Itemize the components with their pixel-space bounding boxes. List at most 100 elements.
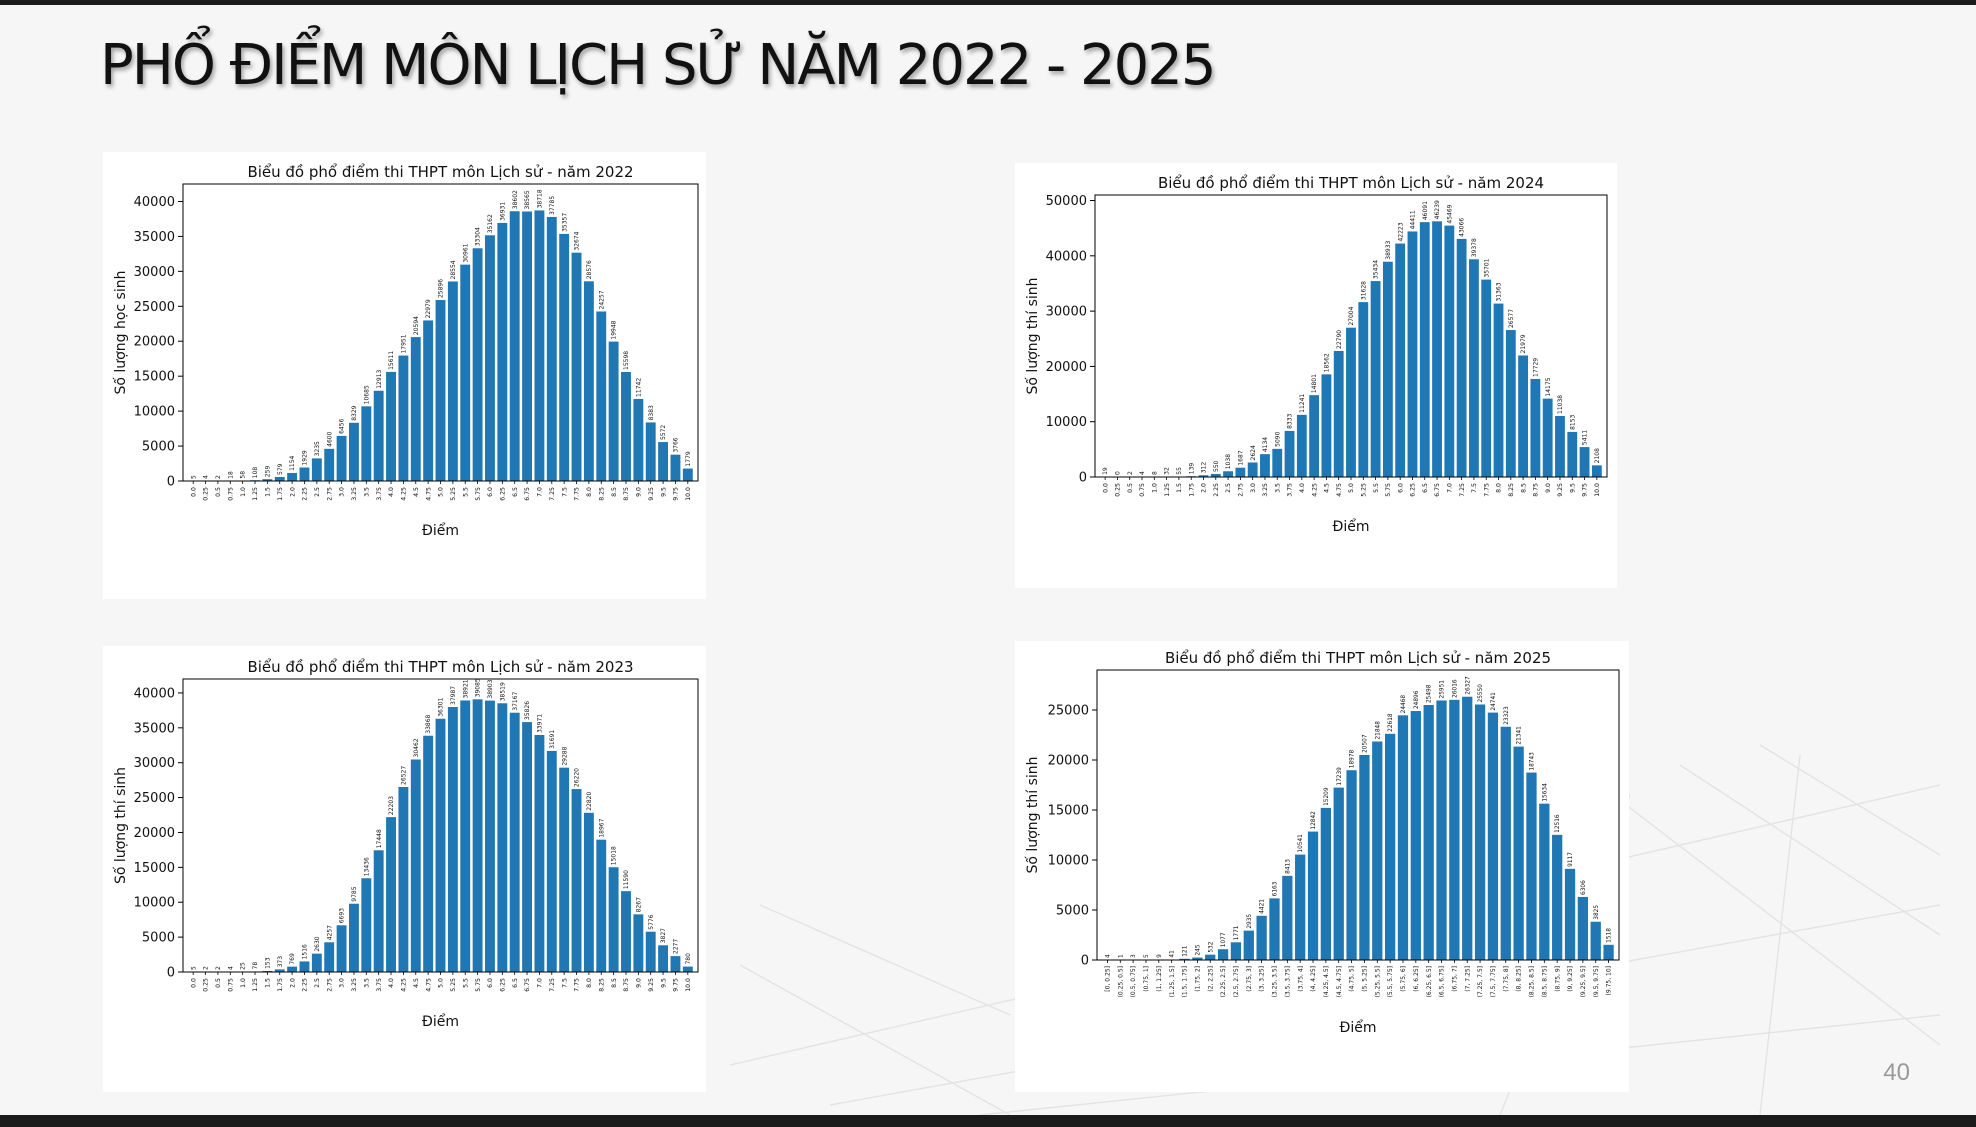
- chart-svg: Biểu đồ phổ điểm thi THPT môn Lịch sử - …: [112, 658, 699, 1030]
- chart-svg: Biểu đồ phổ điểm thi THPT môn Lịch sử - …: [1024, 649, 1620, 1036]
- bar: [534, 210, 545, 481]
- x-tick-label: 5.0: [438, 978, 445, 988]
- bar-value-label: 24896: [1414, 690, 1420, 709]
- bar: [559, 233, 570, 481]
- bar-value-label: 4: [203, 475, 210, 479]
- bar-value-label: 33868: [425, 714, 432, 733]
- bar-value-label: 32: [1164, 467, 1171, 475]
- x-tick-label: (9.75, 10]: [1606, 966, 1613, 996]
- bar-value-label: 33971: [537, 714, 544, 733]
- bar-value-label: 4134: [1262, 437, 1269, 452]
- bar: [1243, 930, 1254, 960]
- bar: [1372, 741, 1383, 960]
- bar: [386, 371, 396, 481]
- bar: [608, 867, 619, 972]
- bar-value-label: 4257: [326, 925, 333, 940]
- x-tick-label: 3.75: [376, 978, 383, 992]
- bar: [1333, 787, 1344, 960]
- bar-value-label: 532: [1208, 941, 1214, 952]
- bar-value-label: 30462: [413, 738, 420, 757]
- bar-value-label: 33304: [475, 227, 482, 246]
- bar: [1230, 942, 1242, 960]
- x-tick-label: 3.25: [1262, 483, 1269, 497]
- chart-card-2025: Biểu đồ phổ điểm thi THPT môn Lịch sử - …: [1015, 641, 1629, 1092]
- bar: [1444, 225, 1455, 477]
- bar-value-label: 30961: [462, 243, 469, 262]
- bar-value-label: 1038: [1225, 454, 1232, 469]
- bar-value-label: 36931: [499, 202, 506, 221]
- bar-value-label: 18743: [1530, 752, 1536, 771]
- x-tick-label: 9.25: [648, 487, 655, 501]
- bar-value-label: 1: [1118, 954, 1124, 958]
- chart-card-2024: Biểu đồ phổ điểm thi THPT môn Lịch sử - …: [1015, 163, 1617, 588]
- bar: [398, 355, 409, 481]
- bar-value-label: 5: [1144, 954, 1150, 958]
- x-tick-label: (4.25, 4.5]: [1323, 966, 1330, 997]
- bar-value-label: 8333: [1287, 413, 1294, 428]
- bar-value-label: 15598: [623, 351, 630, 370]
- bar: [658, 945, 669, 972]
- bar-value-label: 153: [264, 957, 271, 969]
- bar-value-label: 1687: [1237, 450, 1244, 465]
- bar-value-label: 31628: [1360, 281, 1367, 300]
- x-tick-label: 0.75: [227, 978, 234, 992]
- x-tick-label: 4.0: [1299, 483, 1306, 493]
- bar-value-label: 39378: [1471, 238, 1478, 257]
- bar-value-label: 2108: [1594, 448, 1601, 463]
- x-tick-label: 7.5: [1471, 483, 1478, 493]
- x-tick-label: 8.75: [623, 487, 630, 501]
- bar: [485, 235, 495, 481]
- bar: [1269, 898, 1280, 960]
- bar: [1456, 238, 1467, 477]
- bar: [1295, 854, 1306, 960]
- x-tick-label: 2.5: [314, 487, 321, 497]
- bar-value-label: 8153: [1569, 414, 1576, 429]
- x-tick-label: 9.25: [1557, 483, 1564, 497]
- y-tick-label: 35000: [134, 230, 175, 245]
- bar-value-label: 11590: [623, 870, 630, 889]
- bar: [361, 406, 372, 481]
- x-tick-label: 0.25: [203, 978, 210, 992]
- x-tick-label: 3.5: [363, 978, 370, 988]
- x-tick-label: (4.5, 4.75]: [1336, 966, 1343, 997]
- x-tick-label: 1.75: [277, 487, 284, 501]
- bar-value-label: 12842: [1311, 811, 1317, 830]
- bar: [1539, 803, 1550, 960]
- bar-value-label: 579: [277, 463, 284, 475]
- bar: [1198, 475, 1209, 477]
- x-tick-label: 2.5: [314, 978, 321, 988]
- bar-value-label: 1771: [1234, 925, 1240, 940]
- bar-value-label: 18967: [598, 818, 605, 837]
- bar-value-label: 9: [1157, 954, 1163, 958]
- x-tick-label: 1.25: [252, 978, 259, 992]
- bar: [658, 442, 669, 481]
- bar-value-label: 37167: [512, 691, 519, 710]
- bar: [1474, 704, 1486, 960]
- x-tick-label: 8.0: [586, 487, 593, 497]
- bar: [1432, 221, 1442, 477]
- bar-value-label: 27004: [1348, 306, 1355, 325]
- bar: [274, 969, 285, 972]
- bar: [348, 903, 359, 972]
- slide-title: PHỔ ĐIỂM MÔN LỊCH SỬ NĂM 2022 - 2025: [100, 33, 1217, 98]
- bar-value-label: 2630: [314, 936, 321, 951]
- x-tick-label: 1.25: [252, 487, 259, 501]
- x-tick-label: 6.5: [512, 978, 519, 988]
- bar-value-label: 35162: [487, 214, 494, 233]
- bar: [645, 422, 656, 481]
- bar: [1530, 378, 1541, 477]
- grid-line: [739, 964, 1011, 1115]
- x-tick-label: 1.75: [1188, 483, 1195, 497]
- bar-value-label: 5: [190, 475, 197, 479]
- bar-value-label: 6163: [1273, 881, 1279, 896]
- bar-value-label: 35357: [561, 213, 568, 232]
- bar: [410, 759, 421, 972]
- bar: [1333, 350, 1344, 477]
- bar: [299, 467, 310, 481]
- bar: [670, 956, 681, 972]
- bar-value-label: 3825: [1594, 905, 1600, 920]
- bar-value-label: 5411: [1582, 430, 1589, 445]
- x-tick-label: 0.0: [190, 487, 197, 497]
- x-tick-label: 1.0: [240, 487, 247, 497]
- x-tick-label: 7.0: [1447, 483, 1454, 493]
